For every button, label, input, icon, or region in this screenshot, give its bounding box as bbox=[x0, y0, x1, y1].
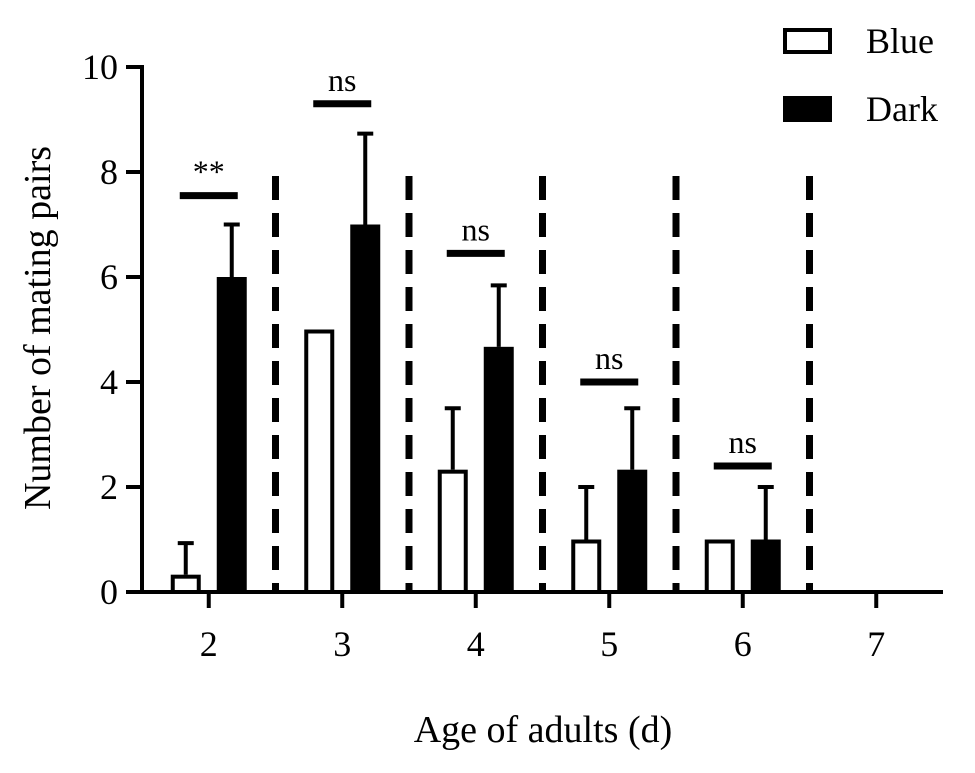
bar-blue-4 bbox=[437, 469, 468, 594]
significance-label-3: ns bbox=[328, 62, 356, 98]
x-tick-label-7: 7 bbox=[867, 624, 885, 664]
x-tick-label-3: 3 bbox=[333, 624, 351, 664]
y-axis-label: Number of mating pairs bbox=[17, 146, 59, 510]
x-tick-label-4: 4 bbox=[467, 624, 485, 664]
y-tick-label-2: 2 bbox=[100, 467, 118, 507]
y-tick-label-6: 6 bbox=[100, 257, 118, 297]
legend-swatch-dark bbox=[783, 96, 832, 122]
x-tick-label-6: 6 bbox=[734, 624, 752, 664]
significance-label-2: ** bbox=[193, 154, 225, 190]
x-tick-label-5: 5 bbox=[600, 624, 618, 664]
bar-blue-2 bbox=[170, 574, 201, 594]
bar-dark-4 bbox=[483, 346, 514, 595]
x-tick-label-2: 2 bbox=[200, 624, 218, 664]
significance-label-4: ns bbox=[462, 211, 490, 247]
plot-area: 0 2 4 6 8 10 2 3 4 5 6 7 ** ns ns ns ns bbox=[82, 47, 943, 664]
bar-blue-6 bbox=[704, 539, 735, 594]
significance-label-5: ns bbox=[595, 340, 623, 376]
y-tick-label-0: 0 bbox=[100, 572, 118, 612]
x-axis-label: Age of adults (d) bbox=[414, 709, 673, 751]
y-tick-label-8: 8 bbox=[100, 152, 118, 192]
bar-blue-5 bbox=[571, 539, 602, 594]
bar-dark-6 bbox=[750, 539, 781, 594]
bar-dark-5 bbox=[617, 469, 648, 594]
y-tick-label-10: 10 bbox=[82, 47, 118, 87]
bar-blue-3 bbox=[304, 329, 335, 594]
bar-dark-3 bbox=[350, 224, 381, 594]
y-tick-label-4: 4 bbox=[100, 362, 118, 402]
legend-label-dark: Dark bbox=[866, 89, 938, 129]
significance-label-6: ns bbox=[729, 424, 757, 460]
bar-dark-2 bbox=[216, 277, 247, 594]
legend: Blue Dark bbox=[783, 21, 938, 129]
legend-swatch-blue bbox=[783, 28, 832, 54]
legend-label-blue: Blue bbox=[866, 21, 934, 61]
